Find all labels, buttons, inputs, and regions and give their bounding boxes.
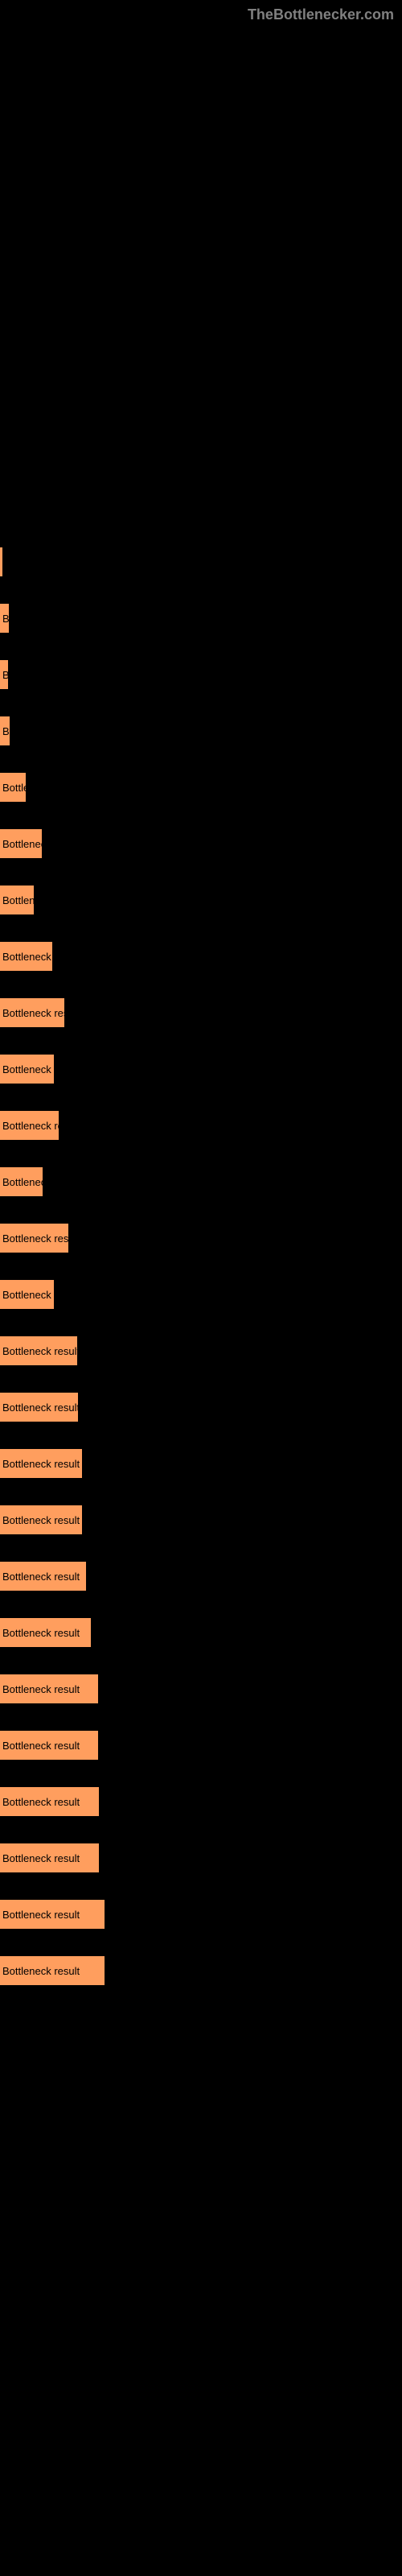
- bar-row: Bottleneck result: [0, 1224, 402, 1253]
- bar-label: Bottleneck re: [2, 1063, 54, 1075]
- bar-label: B: [2, 669, 8, 681]
- bar: Bottleneck result: [0, 1787, 99, 1816]
- bar-label: Bottleneck result: [2, 1740, 80, 1752]
- bar: Bottleneck result: [0, 1731, 98, 1760]
- bar: Bottleneck result: [0, 1393, 78, 1422]
- bar-row: Bottleneck result: [0, 1787, 402, 1816]
- bar: Bottleneck result: [0, 1562, 86, 1591]
- bar-row: Bottleneck result: [0, 1393, 402, 1422]
- bar-row: Bottleneck result: [0, 1505, 402, 1534]
- bar-label: Bottleneck result: [2, 1909, 80, 1921]
- bar: Bottleneck result: [0, 1843, 99, 1872]
- bar-row: Bottleneck re: [0, 1280, 402, 1309]
- bar: Bottleneck resu: [0, 998, 64, 1027]
- bar-row: Bottleneck resu: [0, 998, 402, 1027]
- bar: Bottleneck result: [0, 1449, 82, 1478]
- watermark-text: TheBottlenecker.com: [248, 6, 394, 23]
- bar-row: B: [0, 716, 402, 745]
- bar-label: Bottleneck: [2, 1176, 43, 1188]
- bar: Bottleneck: [0, 829, 42, 858]
- bar-label: Bottleneck result: [2, 1345, 77, 1357]
- bar-row: Bottleneck result: [0, 1956, 402, 1985]
- bar-row: B: [0, 604, 402, 633]
- bar-label: Bottlen: [2, 782, 26, 794]
- bar-row: Bottleneck result: [0, 1731, 402, 1760]
- bar: Bottleneck res: [0, 1111, 59, 1140]
- bar-label: Bottleneck result: [2, 1571, 80, 1583]
- bar: Bottleneck result: [0, 1336, 77, 1365]
- bar-label: Bottleneck result: [2, 1402, 78, 1414]
- bar: Bottleneck result: [0, 1900, 105, 1929]
- bar-row: Bottlene: [0, 886, 402, 914]
- bar-row: Bottleneck re: [0, 942, 402, 971]
- bar-label: Bottlene: [2, 894, 34, 906]
- bar-row: Bottleneck re: [0, 1055, 402, 1084]
- bar-label: Bottleneck result: [2, 1627, 80, 1639]
- bar-row: Bottleneck: [0, 829, 402, 858]
- bar-label: B: [2, 613, 9, 625]
- bar-label: B: [2, 725, 10, 737]
- bar: Bottleneck result: [0, 1224, 68, 1253]
- bar-label: Bottleneck re: [2, 1289, 54, 1301]
- bar: B: [0, 660, 8, 689]
- bar: B: [0, 716, 10, 745]
- bar-row: Bottleneck result: [0, 1843, 402, 1872]
- bar-row: Bottlen: [0, 773, 402, 802]
- bar-row: Bottleneck result: [0, 1336, 402, 1365]
- bar: Bottleneck result: [0, 1618, 91, 1647]
- bar-label: Bottleneck result: [2, 1683, 80, 1695]
- bar: Bottleneck re: [0, 1055, 54, 1084]
- bar: Bottleneck result: [0, 1674, 98, 1703]
- bar-row: Bottleneck result: [0, 1674, 402, 1703]
- bar-label: Bottleneck resu: [2, 1007, 64, 1019]
- bar-label: Bottleneck result: [2, 1796, 80, 1808]
- bar: Bottleneck result: [0, 1956, 105, 1985]
- bar-row: [0, 547, 402, 576]
- bar-row: Bottleneck res: [0, 1111, 402, 1140]
- bar-label: Bottleneck: [2, 838, 42, 850]
- bar: Bottleneck re: [0, 1280, 54, 1309]
- bar: Bottlene: [0, 886, 34, 914]
- bar-label: Bottleneck result: [2, 1514, 80, 1526]
- bar-label: Bottleneck result: [2, 1852, 80, 1864]
- bar-label: Bottleneck result: [2, 1458, 80, 1470]
- bar-label: Bottleneck res: [2, 1120, 59, 1132]
- bar: Bottleneck: [0, 1167, 43, 1196]
- bar-label: Bottleneck re: [2, 951, 52, 963]
- bar-row: Bottleneck result: [0, 1618, 402, 1647]
- chart-container: B B B Bottlen Bottleneck Bottlene Bottleneck r…: [0, 0, 402, 2037]
- bar: Bottleneck re: [0, 942, 52, 971]
- bar-row: Bottleneck result: [0, 1900, 402, 1929]
- bar-row: Bottleneck result: [0, 1562, 402, 1591]
- bar: Bottlen: [0, 773, 26, 802]
- bar-label: Bottleneck result: [2, 1232, 68, 1245]
- bar: Bottleneck result: [0, 1505, 82, 1534]
- bar-row: Bottleneck result: [0, 1449, 402, 1478]
- bar-row: B: [0, 660, 402, 689]
- bar: B: [0, 604, 9, 633]
- bar-label: Bottleneck result: [2, 1965, 80, 1977]
- bar-row: Bottleneck: [0, 1167, 402, 1196]
- bar: [0, 547, 2, 576]
